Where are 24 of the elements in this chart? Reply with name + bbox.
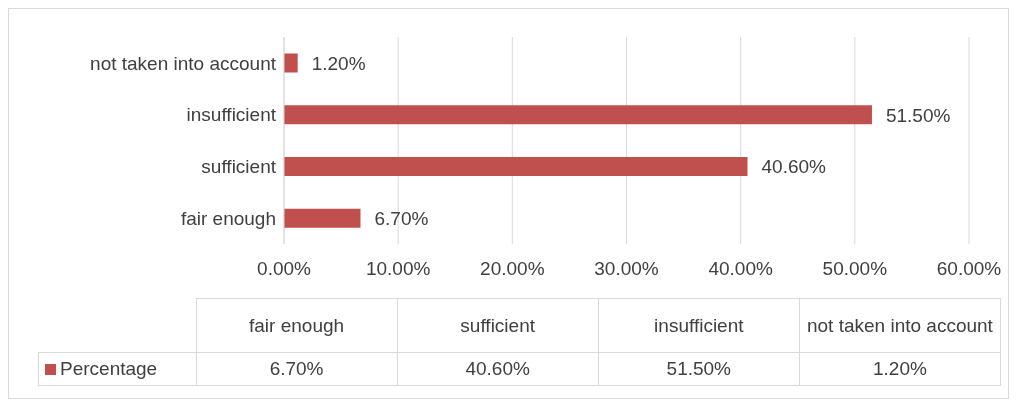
- category-label: not taken into account: [806, 314, 993, 336]
- x-tick-label: 50.00%: [822, 258, 888, 280]
- text: 1.20%: [873, 358, 927, 379]
- x-tick-label: 30.00%: [594, 258, 659, 280]
- text: 6.70%: [269, 358, 324, 379]
- data-label: 51.50%: [885, 104, 951, 126]
- text: 40.60%: [465, 358, 530, 379]
- y-tick-label: fair enough: [180, 207, 276, 229]
- legend-label: Percentage: [38, 352, 196, 386]
- x-tick-label: 0.00%: [257, 258, 312, 280]
- category-label: fair enough: [249, 314, 345, 336]
- category-label: sufficient: [460, 314, 535, 336]
- data-label: 40.60%: [761, 156, 827, 178]
- y-tick-label: sufficient: [201, 156, 277, 178]
- category-label: insufficient: [654, 314, 744, 336]
- x-tick-label: 10.00%: [365, 258, 431, 280]
- data-label: 6.70%: [374, 208, 429, 230]
- data-label: 1.20%: [311, 52, 366, 74]
- x-tick-label: 40.00%: [708, 258, 773, 280]
- x-tick-label: 60.00%: [936, 258, 1002, 280]
- text: 51.50%: [666, 358, 732, 379]
- y-tick-label: not taken into account: [90, 52, 277, 74]
- x-tick-label: 20.00%: [480, 258, 545, 280]
- y-tick-label: insufficient: [186, 104, 277, 126]
